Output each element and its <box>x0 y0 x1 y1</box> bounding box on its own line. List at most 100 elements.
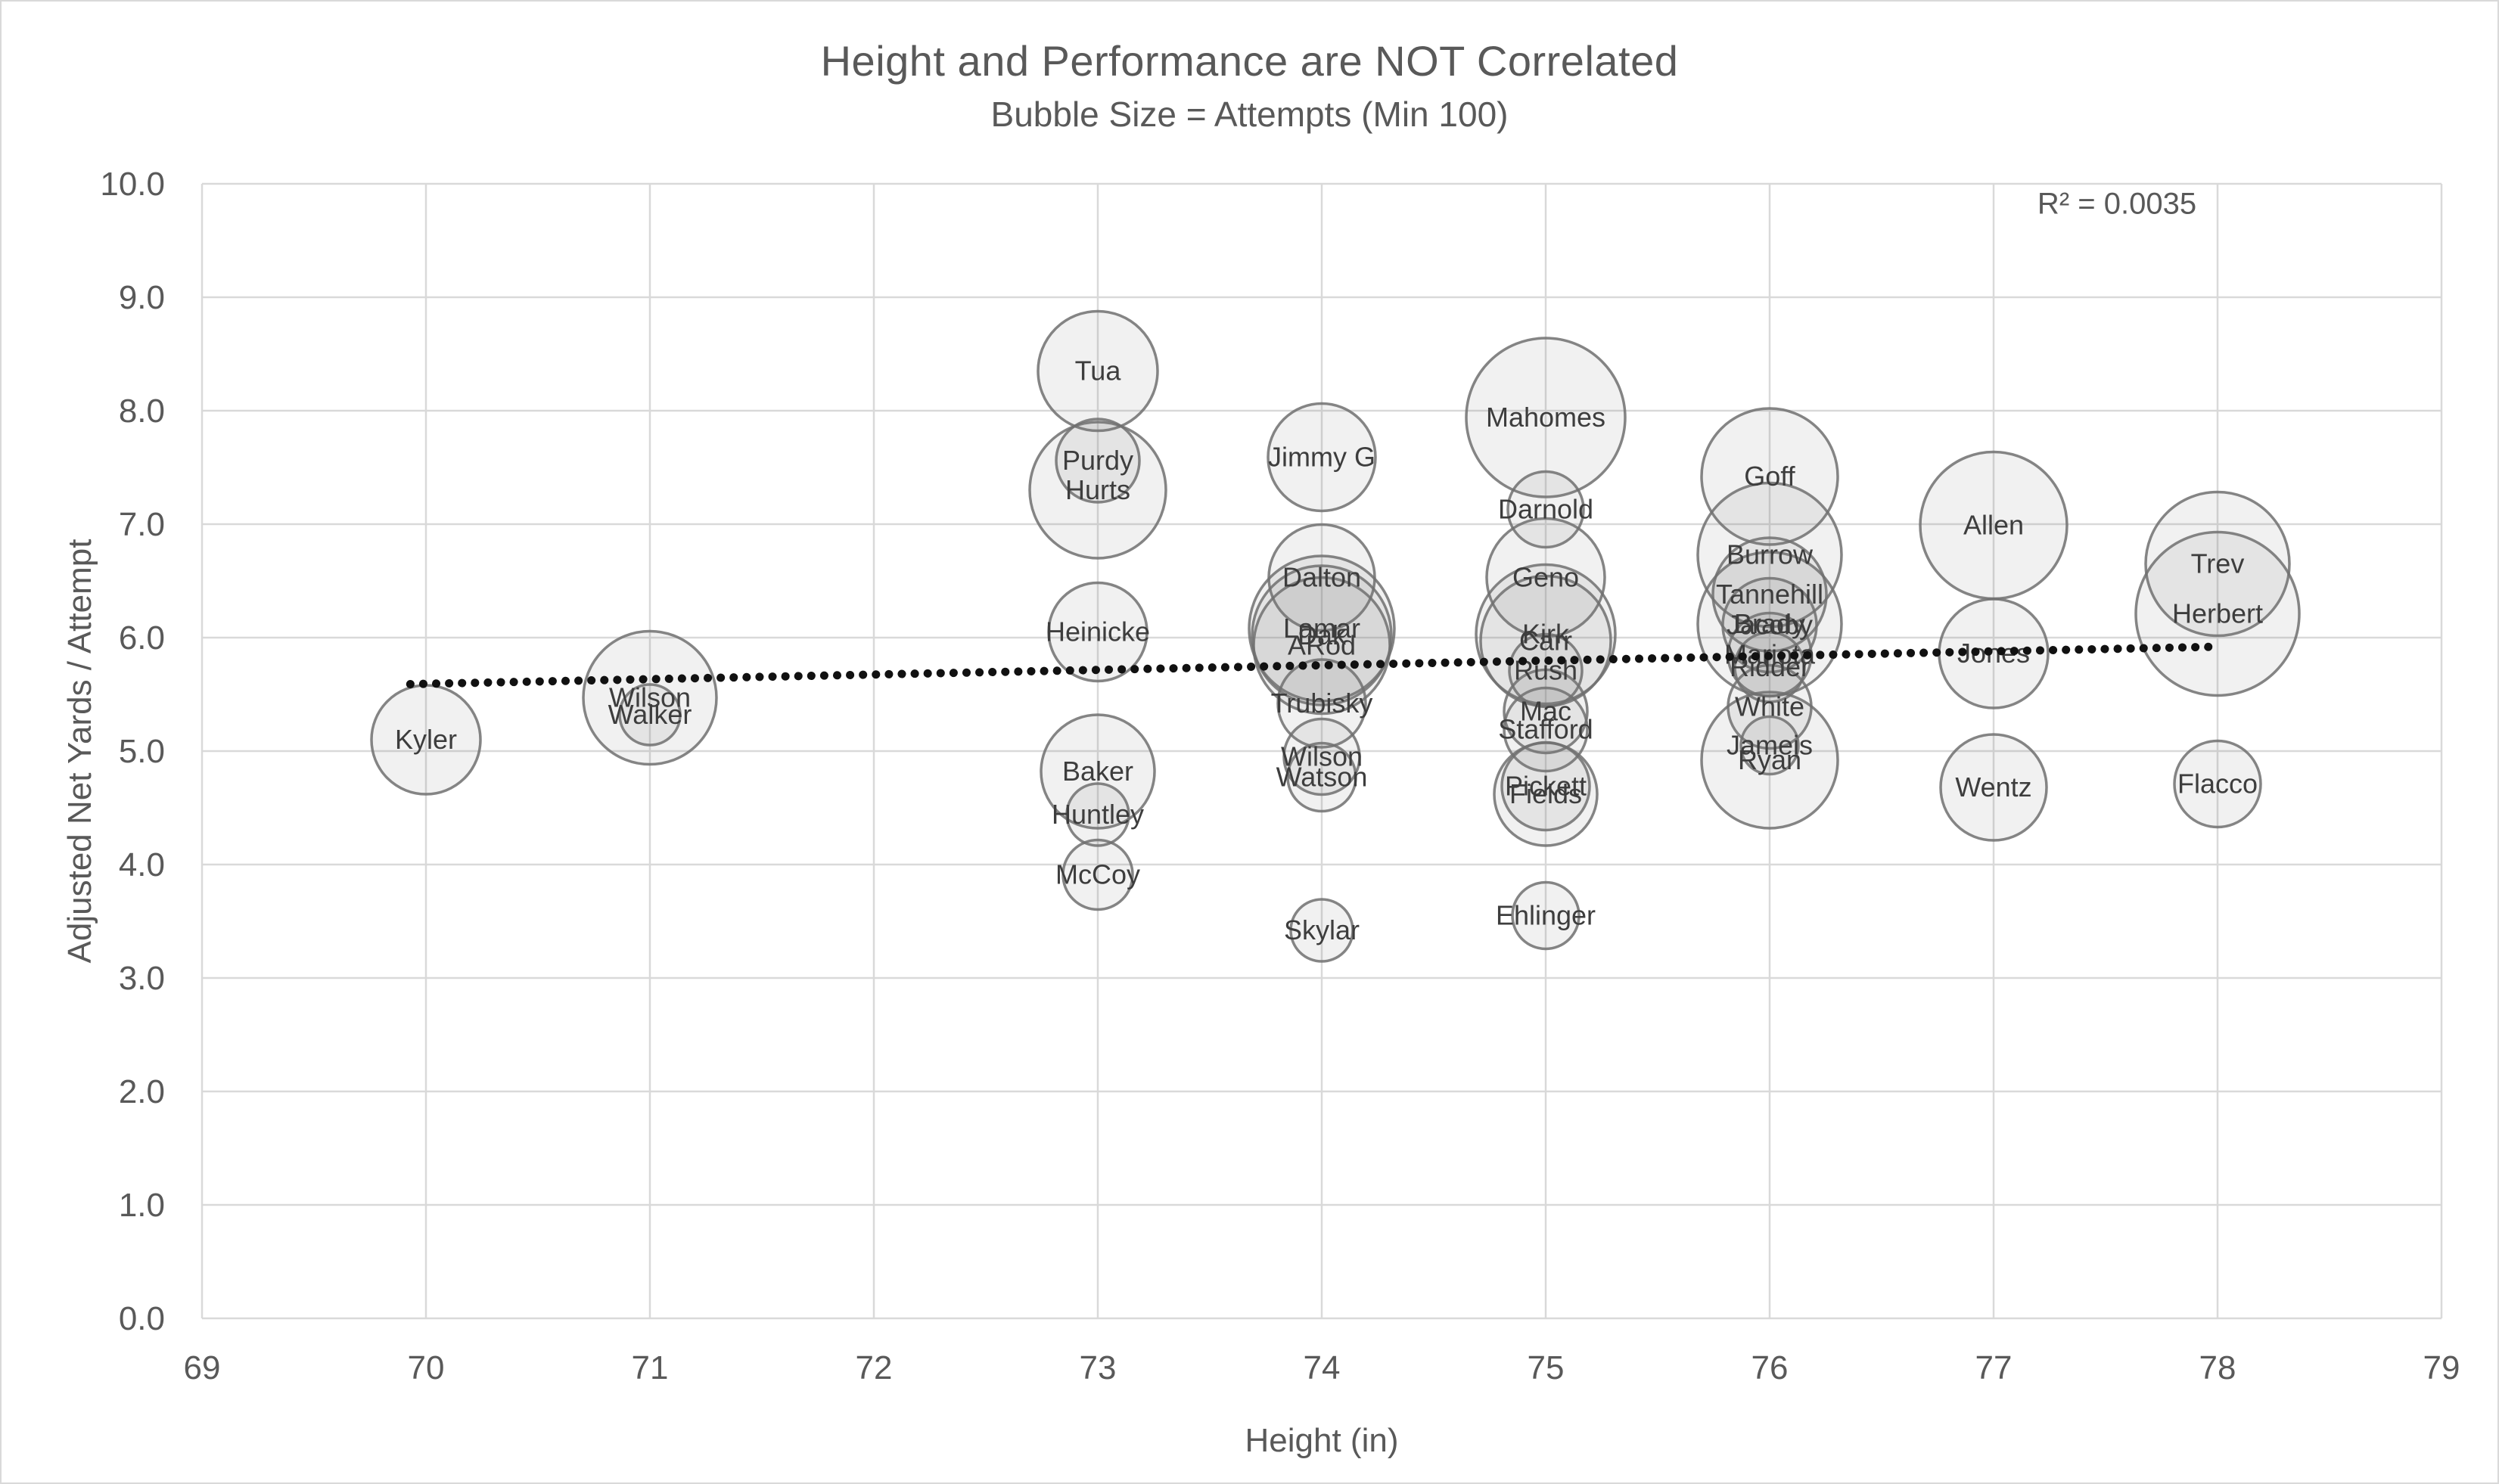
bubble-label: Brady <box>1734 608 1805 639</box>
bubble-ryan <box>1700 691 1839 830</box>
bubble-label: Ehlinger <box>1496 900 1596 931</box>
bubble-label: Kyler <box>395 724 457 755</box>
bubble-label: Wilson <box>609 682 691 713</box>
bubble-label: Darnold <box>1498 494 1593 525</box>
bubble-label: Dalton <box>1282 562 1361 593</box>
bubble-huntley <box>1065 782 1130 847</box>
bubble-label: Hurts <box>1065 474 1130 505</box>
bubble-geno <box>1485 517 1606 638</box>
bubble-skylar <box>1289 898 1354 963</box>
bubble-label: Wentz <box>1955 771 2031 803</box>
bubble-label: Wilson <box>1281 741 1363 772</box>
bubble-label: Skylar <box>1284 914 1360 945</box>
bubble-label: Huntley <box>1052 799 1144 830</box>
bubble-label: Baker <box>1062 756 1133 787</box>
x-tick-label: 79 <box>2423 1349 2460 1386</box>
y-tick-label: 8.0 <box>119 393 165 430</box>
bubble-label: Trev <box>2191 548 2245 579</box>
bubble-darnold <box>1506 470 1585 549</box>
bubble-label: Walker <box>608 699 692 730</box>
bubble-dak <box>1251 564 1393 706</box>
bubble-flacco <box>2173 739 2262 829</box>
bubble-stafford <box>1503 686 1589 773</box>
x-tick-label: 78 <box>2199 1349 2236 1386</box>
bubble-burrow <box>1696 481 1843 629</box>
bubble-jimmy-g <box>1267 402 1377 513</box>
bubble-jacoby <box>1721 576 1818 674</box>
bubble-label: Tua <box>1075 355 1122 387</box>
bubble-label: Burrow <box>1727 539 1814 570</box>
y-tick-label: 0.0 <box>119 1300 165 1337</box>
bubble-wilson <box>582 629 718 766</box>
y-tick-label: 5.0 <box>119 733 165 770</box>
y-tick-label: 9.0 <box>119 279 165 316</box>
bubble-label: Purdy <box>1062 445 1133 476</box>
bubble-mccoy <box>1061 838 1134 911</box>
bubble-label: Watson <box>1276 762 1368 793</box>
bubble-purdy <box>1055 418 1141 504</box>
x-tick-label: 74 <box>1304 1349 1341 1386</box>
y-tick-label: 1.0 <box>119 1187 165 1224</box>
trendline <box>406 642 2222 688</box>
y-tick-label: 6.0 <box>119 619 165 657</box>
x-axis-title: Height (in) <box>1245 1422 1399 1459</box>
chart-subtitle: Bubble Size = Attempts (Min 100) <box>990 95 1509 134</box>
chart-title: Height and Performance are NOT Correlate… <box>820 37 1679 85</box>
bubble-label: Jimmy G <box>1268 442 1375 473</box>
x-tick-label: 76 <box>1751 1349 1789 1386</box>
bubble-label: Allen <box>1963 510 2024 541</box>
x-tick-label: 69 <box>184 1349 221 1386</box>
x-tick-label: 70 <box>408 1349 445 1386</box>
bubble-trev <box>2144 490 2291 638</box>
bubble-jameis <box>1739 715 1800 776</box>
x-tick-label: 75 <box>1528 1349 1565 1386</box>
bubble-label: Trubisky <box>1271 688 1373 719</box>
bubble-label: Jameis <box>1727 730 1813 761</box>
bubble-hurts <box>1028 421 1167 560</box>
bubble-label: Tannehill <box>1716 579 1823 610</box>
x-tick-label: 71 <box>632 1349 669 1386</box>
bubble-mahomes <box>1465 337 1627 498</box>
bubble-label: Dak <box>1298 619 1347 650</box>
bubble-ridder <box>1733 631 1806 703</box>
y-tick-label: 10.0 <box>100 166 165 203</box>
bubble-label: McCoy <box>1055 859 1140 890</box>
bubble-label: Pickett <box>1505 771 1587 802</box>
bubble-arod <box>1252 576 1391 716</box>
bubble-label: Ryan <box>1738 744 1801 775</box>
bubble-label: Lamar <box>1283 613 1360 644</box>
bubble-wentz <box>1939 733 2048 842</box>
bubble-label: Stafford <box>1498 714 1593 745</box>
bubble-mac <box>1503 668 1589 755</box>
x-tick-label: 73 <box>1080 1349 1117 1386</box>
bubble-label: Kirk <box>1522 619 1570 650</box>
bubble-label: Flacco <box>2177 768 2258 799</box>
bubble-label: ARod <box>1288 630 1356 661</box>
y-tick-label: 4.0 <box>119 846 165 883</box>
bubble-goff <box>1700 407 1839 546</box>
bubble-label: Geno <box>1512 562 1579 593</box>
r-squared-annotation: R² = 0.0035 <box>2037 187 2197 221</box>
bubble-label: White <box>1735 691 1804 722</box>
x-tick-label: 77 <box>1975 1349 2013 1386</box>
bubble-label: Heinicke <box>1046 616 1150 647</box>
bubble-label: Goff <box>1744 461 1795 492</box>
bubble-label: Jacoby <box>1727 610 1813 641</box>
bubble-label: Mac <box>1520 696 1571 727</box>
x-tick-label: 72 <box>856 1349 893 1386</box>
bubble-tua <box>1037 309 1159 433</box>
y-tick-label: 2.0 <box>119 1073 165 1110</box>
bubble-wilson <box>1282 717 1361 796</box>
bubble-herbert <box>2134 530 2301 697</box>
bubble-watson <box>1286 741 1357 813</box>
bubble-ehlinger <box>1511 880 1581 951</box>
bubble-heinicke <box>1047 581 1148 683</box>
bubble-label: Fields <box>1509 778 1582 809</box>
bubble-walker <box>618 683 682 747</box>
y-tick-label: 7.0 <box>119 506 165 543</box>
bubble-label: Jones <box>1957 638 2030 669</box>
bubble-label: Carr <box>1519 626 1572 657</box>
y-tick-label: 3.0 <box>119 960 165 997</box>
